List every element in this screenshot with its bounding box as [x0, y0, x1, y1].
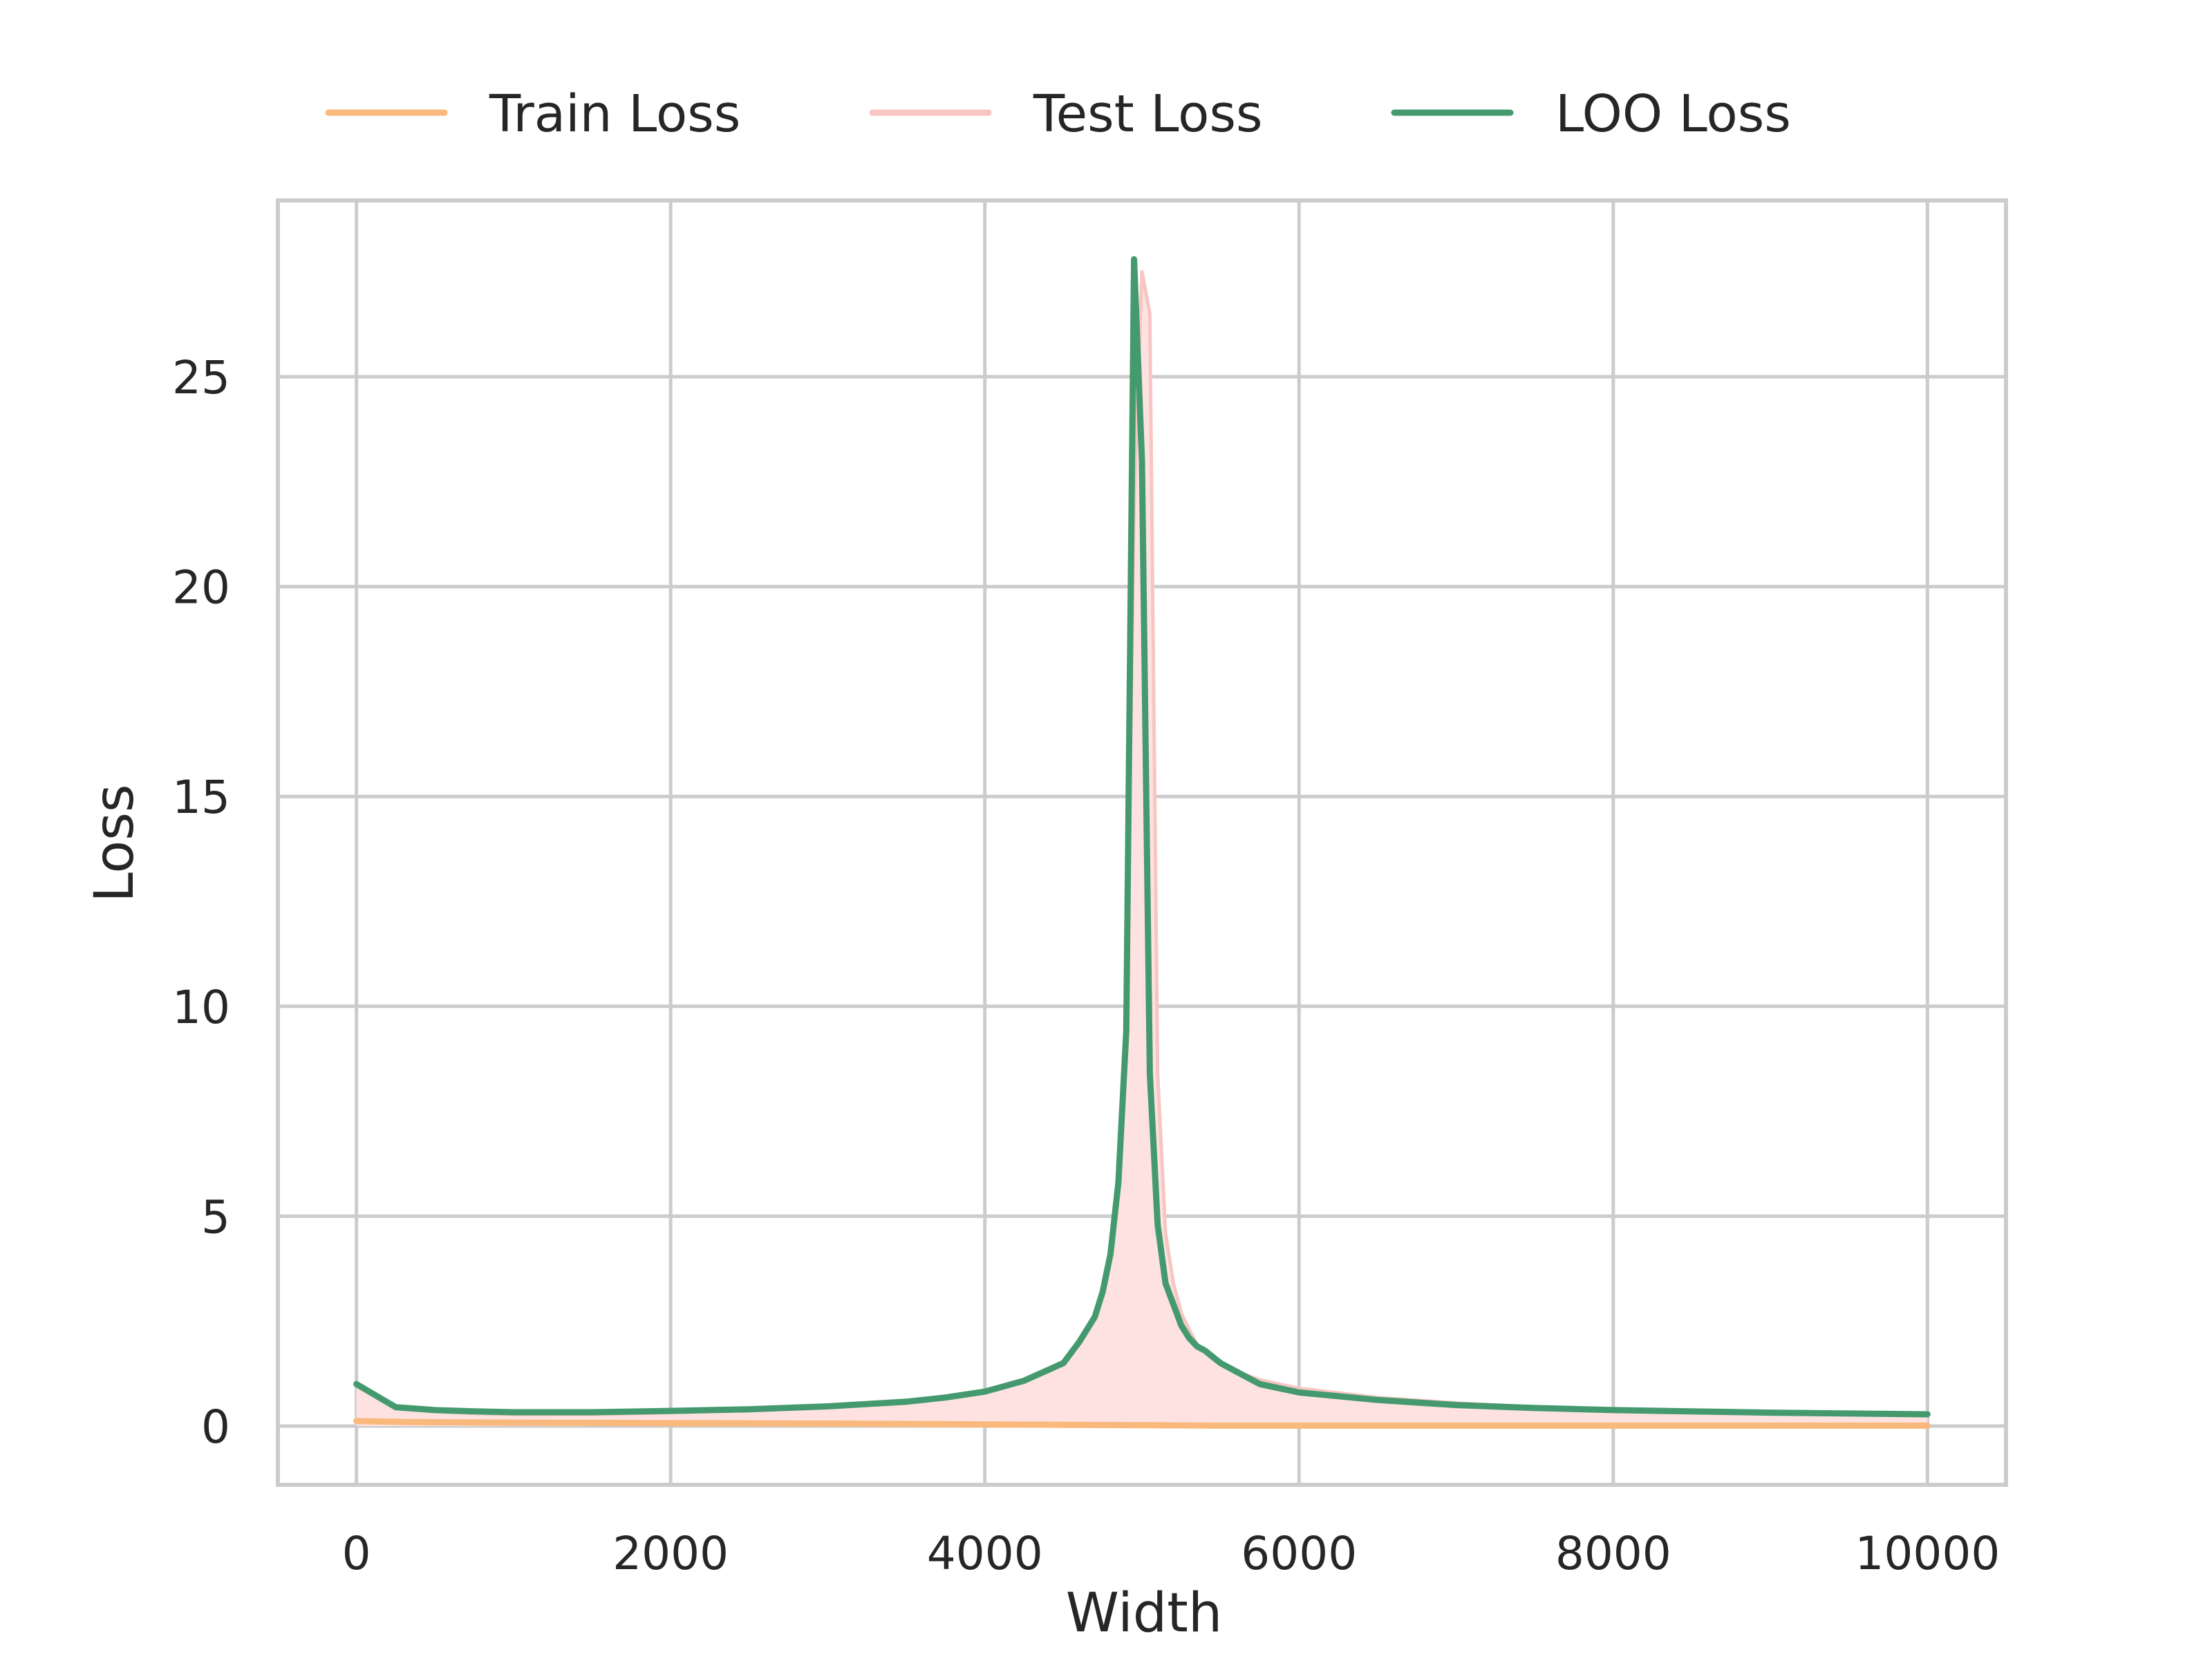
legend: Train Loss Test Loss LOO Loss: [325, 84, 1791, 144]
x-tick-label: 8000: [1555, 1527, 1671, 1580]
x-tick-label: 0: [342, 1527, 371, 1580]
y-tick-label: 15: [172, 771, 230, 824]
x-tick-label: 10000: [1855, 1527, 2000, 1580]
series-lines: [353, 256, 1931, 1429]
y-tick-label: 20: [172, 561, 230, 615]
y-tick-label: 25: [172, 351, 230, 404]
x-axis-label: Width: [1066, 1582, 1223, 1644]
loo-loss-legend-label: LOO Loss: [1555, 84, 1791, 144]
plot-frame: [276, 198, 2008, 1487]
y-axis-label: Loss: [84, 784, 146, 902]
train-loss-line: [353, 1418, 1931, 1429]
y-tick-label: 10: [172, 981, 230, 1034]
test-loss-legend-label: Test Loss: [1033, 84, 1263, 144]
train-loss-legend-label: Train Loss: [489, 84, 740, 144]
y-tick-label: 5: [201, 1190, 230, 1244]
x-tick-label: 2000: [612, 1527, 729, 1580]
y-tick-labels: 0 5 10 15 20 25: [172, 351, 230, 1454]
x-tick-label: 4000: [927, 1527, 1043, 1580]
x-tick-labels: 0 2000 4000 6000 8000 10000: [342, 1527, 2000, 1580]
y-tick-label: 0: [201, 1400, 230, 1454]
test-loss-fill: [356, 272, 1928, 1427]
loo-loss-line: [353, 256, 1931, 1418]
x-tick-label: 6000: [1241, 1527, 1357, 1580]
